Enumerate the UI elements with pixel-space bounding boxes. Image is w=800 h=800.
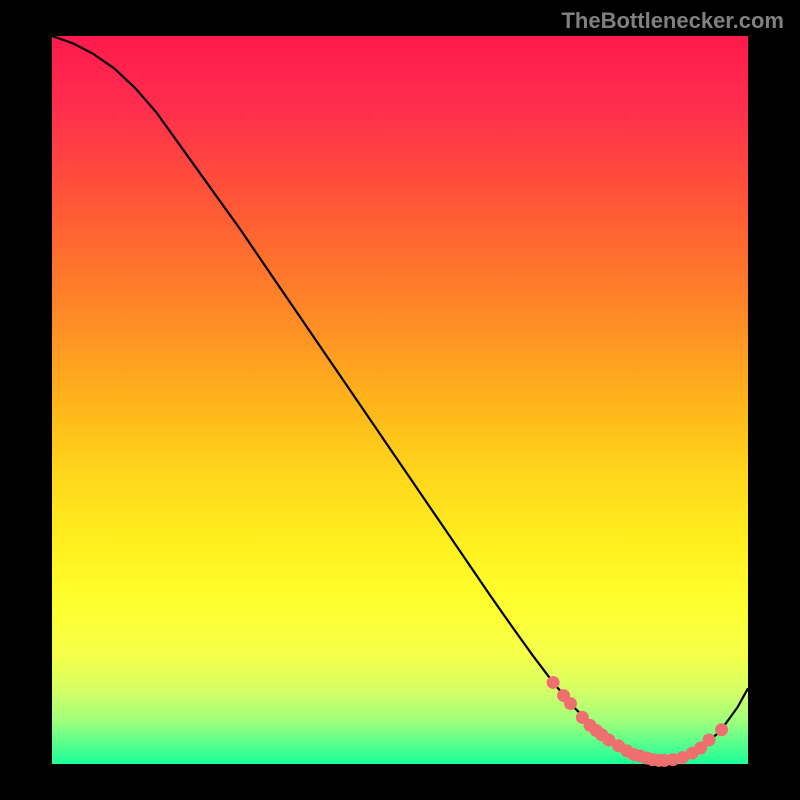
data-marker xyxy=(715,723,728,736)
data-marker xyxy=(547,676,560,689)
data-marker xyxy=(564,697,577,710)
chart-container: TheBottlenecker.com xyxy=(0,0,800,800)
data-marker xyxy=(703,733,716,746)
bottleneck-curve-chart xyxy=(0,0,800,800)
watermark-text: TheBottlenecker.com xyxy=(561,8,784,34)
plot-background xyxy=(52,36,748,764)
